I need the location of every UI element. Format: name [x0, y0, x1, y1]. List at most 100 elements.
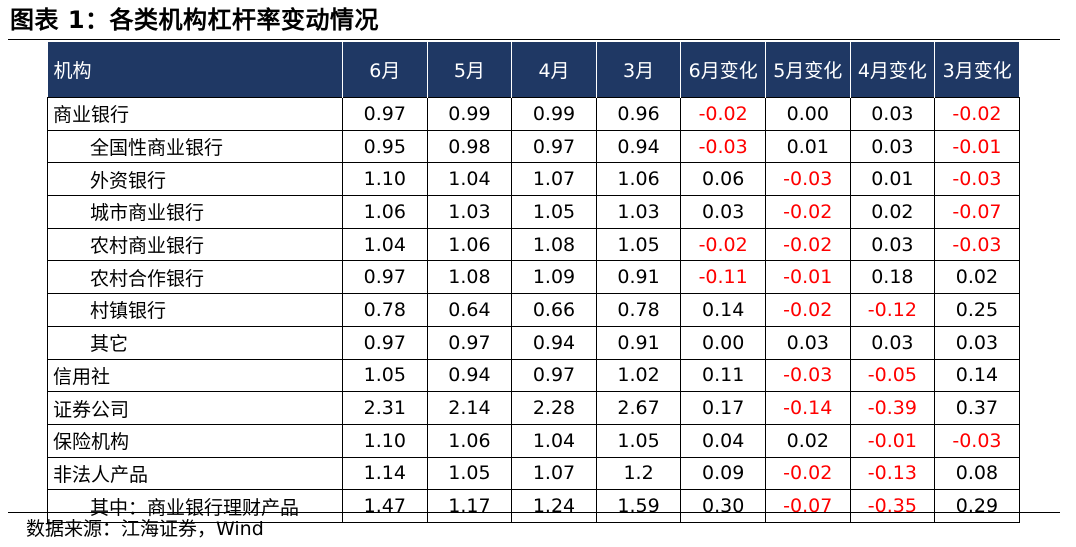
title-divider: [8, 39, 1060, 40]
leverage-value: 1.05: [595, 227, 682, 262]
change-value: -0.12: [849, 293, 936, 327]
header-column: 4月变化: [850, 42, 936, 98]
change-value: 0.01: [764, 129, 851, 164]
institution-name: 信用社: [47, 358, 343, 393]
change-value: 0.02: [849, 195, 936, 229]
table-header: 机构 6月 5月 4月 3月 6月变化 5月变化 4月变化 3月变化: [47, 42, 1020, 98]
table-row: 全国性商业银行 0.95 0.98 0.97 0.94 -0.03 0.01 0.03 -0.0…: [47, 129, 1020, 164]
table-row: 其中：商业银行理财产品 1.47 1.17 1.24 1.59 0.30 -0.07 -0.3…: [47, 489, 1020, 523]
source-divider: [8, 512, 1060, 513]
header-column: 4月: [511, 42, 597, 98]
leverage-value: 0.97: [342, 260, 428, 295]
leverage-value: 2.14: [426, 391, 513, 425]
change-value: 0.14: [934, 358, 1020, 393]
institution-name: 村镇银行: [47, 293, 343, 327]
leverage-value: 0.97: [342, 325, 428, 360]
change-value: 0.30: [680, 489, 766, 523]
leverage-value: 0.78: [342, 293, 428, 327]
change-value: -0.02: [680, 97, 766, 131]
leverage-value: 1.08: [511, 227, 597, 262]
institution-name: 保险机构: [47, 423, 343, 458]
change-value: 0.29: [934, 489, 1020, 523]
institution-name: 非法人产品: [47, 456, 343, 491]
header-column: 5月变化: [765, 42, 851, 98]
table-row: 非法人产品 1.14 1.05 1.07 1.2 0.09 -0.02 -0.13 0.08: [47, 456, 1020, 491]
change-value: 0.03: [764, 325, 851, 360]
leverage-value: 1.10: [342, 423, 428, 458]
table-row: 证券公司 2.31 2.14 2.28 2.67 0.17 -0.14 -0.39 0.37: [47, 391, 1020, 425]
figure-title: 图表 1：各类机构杠杆率变动情况: [10, 6, 380, 34]
institution-name: 农村合作银行: [47, 260, 343, 295]
change-value: 0.25: [934, 293, 1020, 327]
leverage-value: 0.97: [426, 325, 513, 360]
change-value: 0.03: [849, 129, 936, 164]
change-value: 0.18: [849, 260, 936, 295]
table-row: 商业银行 0.97 0.99 0.99 0.96 -0.02 0.00 0.03 -0.02: [47, 97, 1020, 131]
leverage-value: 0.66: [511, 293, 597, 327]
change-value: -0.39: [849, 391, 936, 425]
change-value: -0.07: [934, 195, 1020, 229]
change-value: 0.37: [934, 391, 1020, 425]
institution-name: 农村商业银行: [47, 227, 343, 262]
change-value: -0.05: [849, 358, 936, 393]
header-column: 6月: [342, 42, 428, 98]
header-column: 5月: [427, 42, 513, 98]
leverage-value: 1.02: [595, 358, 682, 393]
change-value: -0.03: [680, 129, 766, 164]
leverage-value: 0.99: [426, 97, 513, 131]
leverage-value: 1.05: [426, 456, 513, 491]
change-value: 0.04: [680, 423, 766, 458]
leverage-value: 2.67: [595, 391, 682, 425]
change-value: -0.02: [764, 293, 851, 327]
change-value: 0.09: [680, 456, 766, 491]
change-value: 0.01: [849, 162, 936, 197]
change-value: 0.14: [680, 293, 766, 327]
table-row: 外资银行 1.10 1.04 1.07 1.06 0.06 -0.03 0.01 -0.03: [47, 162, 1020, 197]
change-value: -0.01: [764, 260, 851, 295]
leverage-value: 1.05: [342, 358, 428, 393]
change-value: -0.35: [849, 489, 936, 523]
leverage-value: 1.17: [426, 489, 513, 523]
table-row: 信用社 1.05 0.94 0.97 1.02 0.11 -0.03 -0.05 0.14: [47, 358, 1020, 393]
leverage-value: 0.95: [342, 129, 428, 164]
header-institution: 机构: [47, 42, 343, 98]
leverage-value: 2.28: [511, 391, 597, 425]
leverage-value: 1.08: [426, 260, 513, 295]
leverage-value: 1.24: [511, 489, 597, 523]
source-note: 数据来源：江海证券，Wind: [26, 518, 264, 540]
change-value: -0.03: [934, 162, 1020, 197]
institution-name: 全国性商业银行: [47, 129, 343, 164]
leverage-table: 机构 6月 5月 4月 3月 6月变化 5月变化 4月变化 3月变化 商业银行 0.97 0.99 0…: [47, 42, 1020, 523]
table-row: 保险机构 1.10 1.06 1.04 1.05 0.04 0.02 -0.01 -0.03: [47, 423, 1020, 458]
change-value: -0.02: [680, 227, 766, 262]
change-value: 0.03: [849, 227, 936, 262]
leverage-value: 1.09: [511, 260, 597, 295]
leverage-value: 0.99: [511, 97, 597, 131]
change-value: -0.03: [934, 227, 1020, 262]
change-value: -0.14: [764, 391, 851, 425]
change-value: 0.02: [934, 260, 1020, 295]
leverage-value: 0.64: [426, 293, 513, 327]
leverage-value: 1.04: [511, 423, 597, 458]
leverage-value: 1.2: [595, 456, 682, 491]
leverage-value: 0.97: [511, 129, 597, 164]
change-value: 0.03: [680, 195, 766, 229]
leverage-value: 0.96: [595, 97, 682, 131]
leverage-value: 1.03: [595, 195, 682, 229]
leverage-value: 1.14: [342, 456, 428, 491]
institution-name: 其它: [47, 325, 343, 360]
leverage-value: 1.06: [342, 195, 428, 229]
change-value: 0.11: [680, 358, 766, 393]
table-row: 村镇银行 0.78 0.64 0.66 0.78 0.14 -0.02 -0.12 0.25: [47, 293, 1020, 327]
change-value: -0.02: [764, 227, 851, 262]
change-value: -0.13: [849, 456, 936, 491]
change-value: 0.17: [680, 391, 766, 425]
leverage-value: 0.98: [426, 129, 513, 164]
leverage-value: 1.03: [426, 195, 513, 229]
change-value: 0.03: [849, 325, 936, 360]
leverage-value: 1.04: [426, 162, 513, 197]
change-value: 0.02: [764, 423, 851, 458]
leverage-value: 0.94: [595, 129, 682, 164]
change-value: -0.02: [764, 195, 851, 229]
table-row: 其它 0.97 0.97 0.94 0.91 0.00 0.03 0.03 0.03: [47, 325, 1020, 360]
